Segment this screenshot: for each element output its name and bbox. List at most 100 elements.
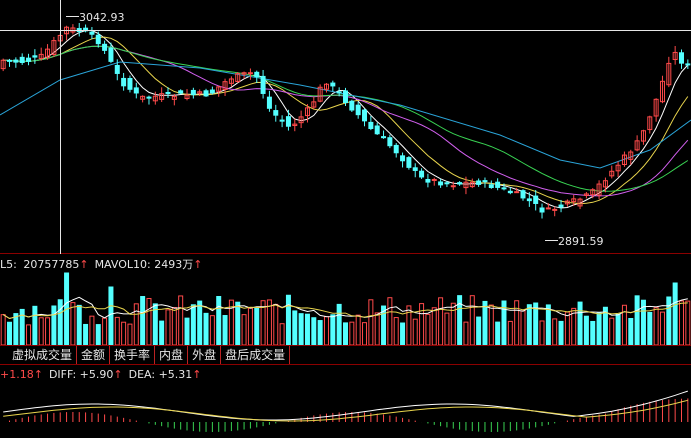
volume-bar <box>539 320 545 346</box>
volume-bar <box>336 303 342 346</box>
candle-body <box>70 27 76 33</box>
volume-bar <box>247 307 253 346</box>
volume-bar <box>678 300 684 346</box>
volume-bar <box>634 295 640 346</box>
candle-body <box>343 90 348 104</box>
volume-bar <box>495 321 501 346</box>
candle-body <box>450 185 456 188</box>
volume-bar <box>647 311 653 346</box>
tab-outer-volume[interactable]: 外盘 <box>188 346 222 364</box>
candle-body <box>102 43 108 51</box>
volume-bar <box>628 317 634 346</box>
volume-bar <box>279 323 285 346</box>
candle-body <box>412 167 418 171</box>
mavol10-label: MAVOL10: <box>94 258 155 271</box>
candle-body <box>615 164 621 172</box>
volume-bar <box>374 312 380 346</box>
volume-bar <box>121 321 127 346</box>
volume-bar <box>444 312 450 346</box>
candle-body <box>330 82 336 87</box>
volume-bar <box>197 300 203 346</box>
tab-amount[interactable]: 金额 <box>77 346 111 364</box>
volume-bar <box>558 320 564 346</box>
volume-bar <box>222 315 228 346</box>
candle-body <box>260 75 266 94</box>
candle-body <box>26 57 32 62</box>
candle-body <box>488 184 494 189</box>
volume-bar <box>76 304 82 346</box>
tab-turnover-rate[interactable]: 换手率 <box>110 346 156 364</box>
candle-body <box>266 96 272 109</box>
candle-body <box>32 55 38 58</box>
volume-bar <box>317 320 323 346</box>
volume-bar <box>596 312 602 346</box>
volume-bar <box>526 304 532 346</box>
volume-bar <box>488 304 494 346</box>
candle-body <box>387 137 393 147</box>
tab-inner-volume[interactable]: 内盘 <box>155 346 189 364</box>
candle-body <box>171 95 177 100</box>
volume-bar <box>51 305 57 346</box>
candle-body <box>127 77 133 90</box>
volume-indicator-header: L5: 20757785↑ MAVOL10: 2493万↑ <box>0 256 205 272</box>
candle-body <box>184 94 190 99</box>
volume-bar <box>450 302 456 346</box>
ma5-line <box>3 29 689 209</box>
candle-body <box>121 77 127 87</box>
volume-bar <box>438 297 444 346</box>
volume-bar <box>590 320 596 346</box>
candle-body <box>482 180 488 183</box>
mavol5-prefix: L5: <box>0 258 21 271</box>
volume-bar <box>114 316 120 346</box>
candle-body <box>558 204 564 208</box>
low-price-label: 2891.59 <box>558 235 604 248</box>
mavol5-up-arrow: ↑ <box>79 258 89 271</box>
candle-body <box>602 180 608 188</box>
volume-bar <box>362 322 368 346</box>
volume-bar <box>102 317 108 346</box>
candle-body <box>159 93 165 100</box>
volume-bar <box>368 299 374 346</box>
candle-body <box>285 116 291 127</box>
candle-body <box>133 87 139 94</box>
volume-bar <box>577 301 583 346</box>
candle-body <box>621 154 627 165</box>
candle-body <box>38 53 44 59</box>
candle-body <box>254 71 260 78</box>
volume-bar <box>184 317 190 346</box>
candle-body <box>349 100 355 111</box>
candle-body <box>406 157 412 168</box>
macd-chart[interactable] <box>0 384 691 438</box>
volume-bar <box>70 302 76 346</box>
candle-body <box>425 179 431 183</box>
candle-body <box>190 89 196 96</box>
volume-bar <box>203 312 209 346</box>
dea-label: DEA: <box>128 368 159 381</box>
candle-body <box>628 151 634 160</box>
volume-bar <box>425 313 431 346</box>
candle-body <box>292 123 298 127</box>
volume-bar <box>463 321 469 346</box>
candle-body <box>336 91 342 94</box>
volume-bar <box>672 282 678 346</box>
candle-body <box>146 96 152 99</box>
candlestick-chart[interactable]: 3042.93 2891.59 <box>0 0 691 254</box>
candle-body <box>526 198 532 202</box>
volume-bar <box>273 303 279 346</box>
tab-virtual-volume[interactable]: 虚拟成交量 <box>0 346 78 364</box>
volume-bar <box>552 318 558 346</box>
volume-bar <box>159 320 165 346</box>
candle-body <box>539 207 545 213</box>
macd-up-arrow: ↑ <box>33 368 43 381</box>
candle-body <box>368 121 374 129</box>
candles <box>0 22 691 219</box>
volume-bar <box>349 321 355 346</box>
candle-body <box>457 182 463 185</box>
candle-body <box>45 48 51 58</box>
volume-bar <box>13 313 19 346</box>
volume-bar <box>89 315 95 346</box>
volume-chart[interactable] <box>0 272 691 346</box>
tab-after-hours-volume[interactable]: 盘后成交量 <box>221 346 291 364</box>
volume-bar <box>235 301 241 346</box>
tab-bar-bottom-border <box>0 364 691 365</box>
